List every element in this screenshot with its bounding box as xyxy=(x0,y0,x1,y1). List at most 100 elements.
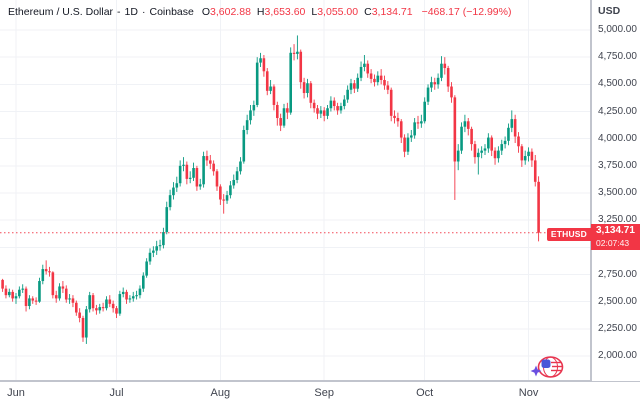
candle-body xyxy=(128,298,132,300)
candle-body xyxy=(121,291,125,295)
candle-body xyxy=(443,63,447,69)
candle-body xyxy=(477,152,480,158)
candle-body xyxy=(152,250,155,253)
candle-body xyxy=(326,108,329,116)
candle-body xyxy=(8,291,11,296)
month-tick-label: Nov xyxy=(518,387,539,399)
candle-body xyxy=(423,101,426,122)
candle-body xyxy=(34,300,38,302)
candle-body xyxy=(453,97,457,162)
candle-body xyxy=(433,82,437,85)
candle-body xyxy=(1,279,4,289)
symbol-title[interactable]: Ethereum / U.S. Dollar xyxy=(8,6,114,18)
candle-body xyxy=(463,121,467,127)
price-tick-label: 5,000.00 xyxy=(598,24,637,35)
candle-body xyxy=(28,298,31,307)
candles-series xyxy=(1,35,540,344)
candle-body xyxy=(413,122,416,136)
chart-legend: Ethereum / U.S. Dollar - 1D · Coinbase O… xyxy=(8,5,511,19)
open-readout: O3,602.88 xyxy=(201,6,251,18)
exchange-label: Coinbase xyxy=(149,6,194,18)
candle-body xyxy=(473,144,477,158)
candle-body xyxy=(88,295,91,310)
price-tick-label: 4,250.00 xyxy=(598,105,637,117)
candle-body xyxy=(165,207,169,233)
candle-body xyxy=(125,291,128,300)
candle-body xyxy=(195,168,199,187)
price-tick-label: 3,750.00 xyxy=(598,159,637,171)
close-readout: C3,134.71 xyxy=(364,6,413,18)
candle-body xyxy=(64,288,68,300)
price-tick-label: 2,000.00 xyxy=(598,350,637,361)
interval-label[interactable]: 1D xyxy=(124,6,138,18)
candle-body xyxy=(131,296,135,299)
candle-body xyxy=(349,83,353,90)
candle-body xyxy=(309,83,313,103)
candle-body xyxy=(343,99,346,107)
candle-body xyxy=(507,127,510,141)
candle-body xyxy=(75,302,78,313)
low-readout: L3,055.00 xyxy=(311,6,359,18)
price-tick-label: 2,250.00 xyxy=(598,322,637,334)
candle-body xyxy=(158,245,162,247)
candle-body xyxy=(269,86,272,91)
candle-body xyxy=(78,312,81,318)
candle-body xyxy=(272,86,276,105)
candle-body xyxy=(410,135,413,138)
candle-body xyxy=(245,120,249,130)
candle-body xyxy=(31,298,35,301)
candle-body xyxy=(145,261,148,276)
candle-body xyxy=(359,66,363,78)
candle-body xyxy=(21,288,24,290)
candle-body xyxy=(399,121,403,138)
candle-body xyxy=(229,185,232,196)
candle-body xyxy=(135,295,138,297)
candle-body xyxy=(111,303,115,309)
candle-body xyxy=(533,160,537,182)
candle-body xyxy=(376,75,380,83)
candle-body xyxy=(108,299,112,304)
candle-body xyxy=(346,89,349,100)
candle-body xyxy=(379,75,383,80)
price-scale[interactable]: USD 5,000.00 4,750.00 4,500.00 4,250.00 4,00… xyxy=(591,0,640,381)
candle-body xyxy=(332,100,336,107)
candle-body xyxy=(336,106,339,111)
candle-body xyxy=(255,62,259,105)
candle-body xyxy=(188,177,192,179)
legend-separator: · xyxy=(141,6,146,18)
candle-body xyxy=(480,150,483,153)
candle-body xyxy=(497,150,500,159)
candle-body xyxy=(262,58,266,72)
candle-body xyxy=(416,122,420,124)
candle-body xyxy=(319,110,323,114)
candle-body xyxy=(386,85,390,90)
price-tick-label: 4,750.00 xyxy=(598,51,637,63)
time-scale[interactable]: Jun Jul Aug Sep Oct Nov xyxy=(0,381,640,405)
price-tick-label: 4,500.00 xyxy=(598,78,637,90)
price-tick-label: 3,500.00 xyxy=(598,187,637,198)
candle-body xyxy=(81,317,85,338)
candle-body xyxy=(520,146,524,161)
candle-body xyxy=(182,164,185,166)
candle-body xyxy=(329,100,333,109)
price-tick-label: 2,750.00 xyxy=(598,268,637,280)
candle-body xyxy=(68,298,71,300)
candle-body xyxy=(249,110,252,121)
candle-body xyxy=(138,288,142,296)
candle-body xyxy=(242,129,246,162)
candle-body xyxy=(513,119,517,137)
candle-body xyxy=(212,163,215,172)
candle-body xyxy=(51,272,55,296)
candle-body xyxy=(530,151,534,161)
candle-body xyxy=(142,275,145,289)
candle-body xyxy=(500,144,504,151)
candle-body xyxy=(316,108,319,114)
candle-body xyxy=(510,119,514,128)
candle-body xyxy=(403,137,406,152)
candle-body xyxy=(205,156,209,161)
candle-body xyxy=(225,195,229,201)
candle-body xyxy=(115,308,118,314)
candle-body xyxy=(440,63,443,78)
